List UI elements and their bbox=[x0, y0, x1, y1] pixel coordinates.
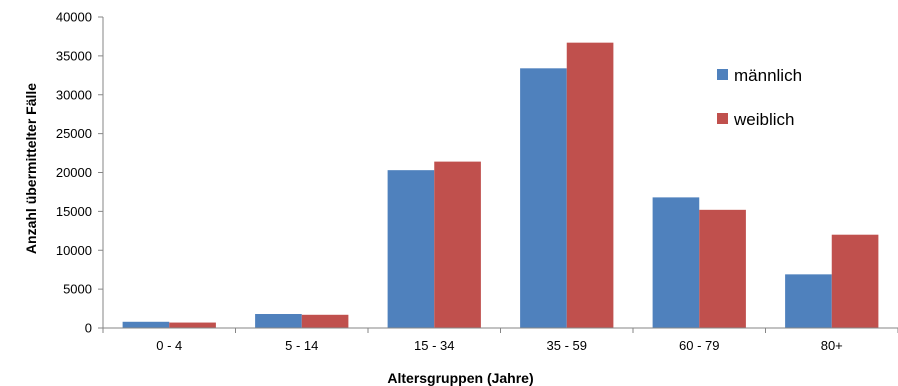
legend-swatch bbox=[717, 69, 728, 80]
x-tick-label: 35 - 59 bbox=[547, 338, 587, 353]
y-tick-label: 15000 bbox=[56, 204, 92, 219]
bar-series-1 bbox=[387, 170, 435, 328]
bar-series-1 bbox=[652, 197, 700, 328]
bars-group bbox=[122, 42, 879, 328]
bar-series-1 bbox=[255, 314, 302, 328]
bar-series-1 bbox=[785, 274, 832, 328]
legend-label: männlich bbox=[734, 66, 802, 85]
axes-group bbox=[102, 17, 898, 329]
x-tick-label: 60 - 79 bbox=[679, 338, 719, 353]
bar-series-1 bbox=[122, 321, 170, 328]
y-tick-label: 40000 bbox=[56, 10, 92, 25]
x-tick-label: 0 - 4 bbox=[156, 338, 182, 353]
x-tick-label: 80+ bbox=[821, 338, 843, 353]
bar-series-2 bbox=[169, 322, 216, 328]
bar-series-2 bbox=[434, 161, 481, 328]
legend-label: weiblich bbox=[733, 110, 794, 129]
x-axis-ticks: 0 - 4 5 - 14 15 - 34 35 - 59 60 - 79 80+ bbox=[102, 328, 898, 353]
x-tick-label: 5 - 14 bbox=[285, 338, 318, 353]
bar-series-2 bbox=[566, 42, 614, 328]
x-tick-label: 15 - 34 bbox=[414, 338, 454, 353]
legend: männlich weiblich bbox=[717, 66, 802, 129]
bar-series-2 bbox=[699, 209, 746, 328]
y-tick-label: 25000 bbox=[56, 126, 92, 141]
y-axis-title: Anzahl übermittelter Fälle bbox=[23, 83, 39, 254]
y-axis-ticks: 0 5000 10000 15000 20000 25000 30000 35000 40000 bbox=[56, 10, 103, 336]
bar-series-2 bbox=[831, 234, 879, 328]
y-tick-label: 10000 bbox=[56, 243, 92, 258]
y-tick-label: 35000 bbox=[56, 48, 92, 63]
x-axis-title: Altersgruppen (Jahre) bbox=[387, 370, 533, 386]
y-tick-label: 20000 bbox=[56, 165, 92, 180]
y-tick-label: 0 bbox=[85, 321, 92, 336]
bar-series-1 bbox=[520, 68, 567, 328]
y-tick-label: 5000 bbox=[63, 282, 92, 297]
legend-swatch bbox=[717, 113, 728, 124]
bar-series-2 bbox=[301, 314, 349, 328]
y-tick-label: 30000 bbox=[56, 87, 92, 102]
